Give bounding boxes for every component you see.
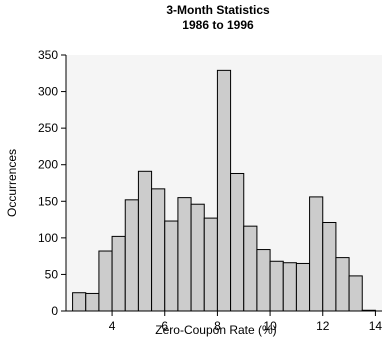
y-tick-label: 150 <box>38 194 58 208</box>
x-tick-label: 14 <box>369 319 383 333</box>
x-tick-label: 4 <box>109 319 116 333</box>
y-axis-ticks: 0 50 100 150 200 250 300 350 <box>38 48 66 318</box>
histogram-bar <box>203 217 218 312</box>
histogram-bar <box>151 188 166 312</box>
histogram-bar <box>309 196 324 312</box>
histogram-bar <box>282 262 297 312</box>
x-axis-label: Zero-Coupon Rate (%) <box>155 323 276 337</box>
y-tick-label: 200 <box>38 158 58 172</box>
y-tick-label: 0 <box>51 304 58 318</box>
y-tick-label: 250 <box>38 121 58 135</box>
histogram-bar <box>335 257 350 312</box>
x-tick-label: 8 <box>214 319 221 333</box>
histogram-bar <box>137 170 153 312</box>
chart-title: 3-Month Statistics <box>166 3 270 17</box>
y-axis-label: Occurrences <box>5 149 19 217</box>
histogram-bar <box>216 69 232 312</box>
histogram-bar <box>177 197 192 312</box>
x-tick-label: 6 <box>161 319 168 333</box>
y-tick-label: 350 <box>38 48 58 62</box>
histogram-bar <box>164 220 179 312</box>
histogram-bar <box>348 275 363 312</box>
histogram-bar <box>269 260 284 312</box>
x-tick-label: 12 <box>316 319 330 333</box>
y-tick-label: 300 <box>38 85 58 99</box>
histogram-bar <box>72 292 87 312</box>
histogram-bar <box>190 203 205 312</box>
chart-subtitle: 1986 to 1996 <box>182 18 254 32</box>
histogram-bar <box>124 199 139 312</box>
histogram-bar <box>243 225 258 312</box>
x-axis-ticks: 4 6 8 10 12 14 <box>109 311 383 333</box>
histogram-bar <box>322 221 337 312</box>
histogram-bar <box>85 292 100 312</box>
histogram-bar <box>111 235 126 312</box>
x-tick-label: 10 <box>263 319 277 333</box>
histogram-bar <box>295 262 311 312</box>
histogram-bar <box>230 172 245 312</box>
histogram-bar <box>98 250 113 312</box>
y-tick-label: 50 <box>45 267 59 281</box>
y-tick-label: 100 <box>38 231 58 245</box>
histogram-bar <box>256 249 271 312</box>
